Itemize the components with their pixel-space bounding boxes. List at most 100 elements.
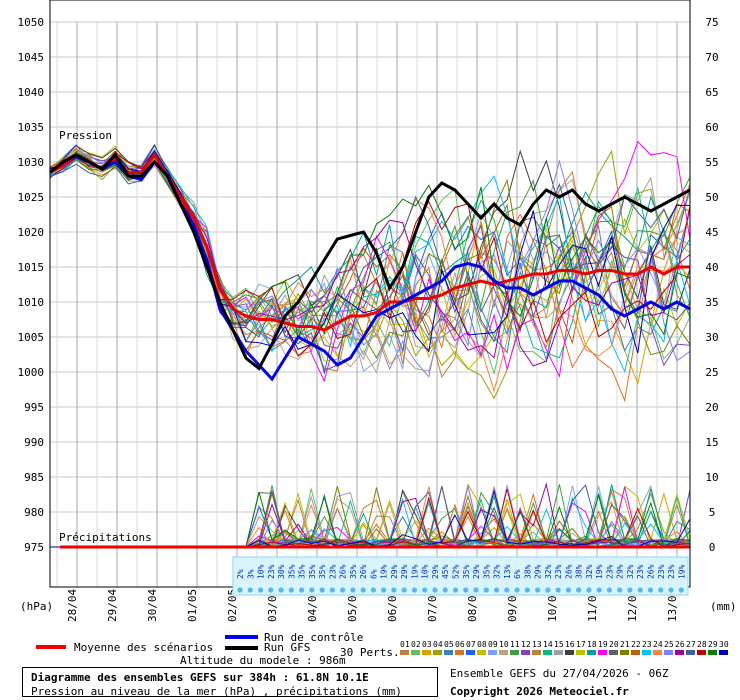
precip-probability-label: 35%	[349, 564, 358, 579]
y-left-tick-label: 1040	[18, 86, 45, 99]
x-tick-label: 08/05	[466, 589, 479, 622]
precip-probability-dot	[247, 587, 253, 593]
precip-probability-label: 23%	[328, 564, 337, 579]
precip-probability-label: 19%	[595, 564, 604, 579]
precip-probability-label: 35%	[308, 564, 317, 579]
y-right-tick-label: 65	[705, 86, 718, 99]
legend-pert-swatch	[686, 650, 695, 655]
precip-probability-dot	[514, 587, 520, 593]
precip-probability-dot	[319, 587, 325, 593]
legend-pert-swatch	[587, 650, 596, 655]
legend-pert-number: 06	[455, 640, 465, 649]
legend-pert-number: 10	[499, 640, 509, 649]
y-left-tick-label: 1035	[18, 121, 45, 134]
legend-pert-swatch	[719, 650, 728, 655]
copyright-label: Copyright 2026 Meteociel.fr	[450, 685, 629, 698]
y-right-tick-label: 75	[705, 16, 718, 29]
precip-probability-label: 26%	[646, 564, 655, 579]
precip-probability-label: 30%	[277, 564, 286, 579]
precip-probability-label: 13%	[503, 564, 512, 579]
axes: 975 0 980 5 985 10 990 15 995 20 1000 25 1005 30 1010 3…	[18, 0, 737, 622]
x-tick-label: 11/05	[586, 589, 599, 622]
y-right-tick-label: 5	[709, 506, 716, 519]
precip-probability-label: 26%	[564, 564, 573, 579]
precip-probability-label: 29%	[390, 564, 399, 579]
legend-pert-swatch	[510, 650, 519, 655]
precip-probability-dot	[288, 587, 294, 593]
precip-probability-dot	[360, 587, 366, 593]
legend-pert-swatch	[499, 650, 508, 655]
legend-pert-number: 12	[521, 640, 531, 649]
y-right-unit: (mm)	[710, 600, 737, 613]
precip-probability-label: 6%	[369, 569, 378, 579]
x-tick-label: 07/05	[426, 589, 439, 622]
precip-probability-dot	[617, 587, 623, 593]
y-left-tick-label: 1010	[18, 296, 45, 309]
ensemble-run-label: Ensemble GEFS du 27/04/2026 - 06Z	[450, 667, 669, 680]
precip-probability-label: 38%	[575, 564, 584, 579]
y-left-unit: (hPa)	[20, 600, 53, 613]
precip-probability-dot	[627, 587, 633, 593]
perturbation-line	[49, 150, 691, 354]
y-right-tick-label: 70	[705, 51, 718, 64]
legend-pert-number: 20	[609, 640, 619, 649]
precip-probability-dot	[504, 587, 510, 593]
legend-pert-number: 29	[708, 640, 718, 649]
legend-pert-swatch	[433, 650, 442, 655]
x-tick-label: 02/05	[226, 589, 239, 622]
precip-probability-dot	[545, 587, 551, 593]
legend-pert-number: 19	[598, 640, 608, 649]
legend-control-label: Run de contrôle	[264, 631, 363, 644]
legend-pert-swatch	[466, 650, 475, 655]
legend-pert-number: 09	[488, 640, 498, 649]
y-right-tick-label: 55	[705, 156, 718, 169]
legend-pert-number: 22	[631, 640, 641, 649]
precip-probability-dot	[340, 587, 346, 593]
precip-probability-dot	[309, 587, 315, 593]
legend-pert-swatch	[598, 650, 607, 655]
precip-probability-dot	[370, 587, 377, 593]
precip-probability-dot	[237, 587, 243, 593]
precip-probability-dot	[268, 587, 274, 593]
legend-pert-swatch	[697, 650, 706, 655]
precip-probability-label: 29%	[400, 564, 409, 579]
legend-pert-number: 21	[620, 640, 630, 649]
precip-probability-label: 23%	[267, 564, 276, 579]
precip-probability-label: 23%	[657, 564, 666, 579]
precip-probability-label: 52%	[452, 564, 461, 579]
legend-pert-swatch	[543, 650, 552, 655]
legend-pert-number: 25	[664, 640, 674, 649]
precip-probability-dot	[658, 587, 664, 593]
y-left-tick-label: 975	[24, 541, 44, 554]
precip-probability-label: 35%	[287, 564, 296, 579]
y-left-tick-label: 985	[24, 471, 44, 484]
chart-subtitle: Pression au niveau de la mer (hPa) , pré…	[31, 685, 402, 698]
footer-box: Diagramme des ensembles GEFS sur 384h : …	[22, 667, 438, 698]
precip-probability-label: 32%	[585, 564, 594, 579]
legend-pert-number: 14	[543, 640, 553, 649]
precip-probability-dot	[668, 587, 674, 593]
precip-probability-dot	[298, 587, 305, 593]
legend-pert-number: 01	[400, 640, 410, 649]
legend-pert-number: 18	[587, 640, 597, 649]
legend-pert-number: 27	[686, 640, 696, 649]
legend-pert-swatch	[444, 650, 453, 655]
precip-probability-label: 26%	[339, 564, 348, 579]
precip-probability-dot	[432, 587, 438, 593]
precip-probability-label: 19%	[410, 564, 419, 579]
legend-perts-label: 30 Perts.	[340, 646, 400, 659]
precip-probability-label: 10%	[421, 564, 430, 579]
legend-pert-number: 13	[532, 640, 542, 649]
legend-pert-swatch	[477, 650, 486, 655]
x-tick-label: 28/04	[66, 589, 79, 622]
precip-probability-dot	[524, 587, 530, 593]
y-right-tick-label: 45	[705, 226, 718, 239]
precip-probability-dot	[555, 587, 561, 593]
y-left-tick-label: 1020	[18, 226, 45, 239]
legend-pert-number: 02	[411, 640, 421, 649]
legend-pert-swatch	[620, 650, 629, 655]
legend: Moyenne des scénarios Run de contrôleRun …	[36, 631, 729, 665]
legend-pert-swatch	[565, 650, 574, 655]
legend-gfs-label: Run GFS	[264, 641, 310, 654]
perturbation-line	[49, 144, 691, 333]
